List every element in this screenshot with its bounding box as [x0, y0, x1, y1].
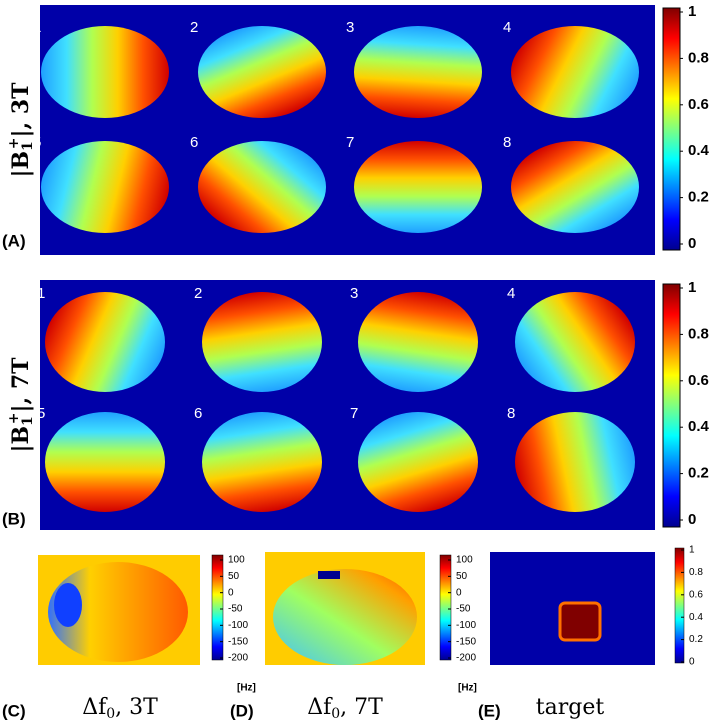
- field-map: [45, 412, 165, 512]
- colorbar-tick-label: 0: [689, 657, 695, 668]
- field-map-3t-spot: [54, 583, 82, 627]
- field-map-7t: [273, 569, 417, 665]
- colorbar-tick-label: 0.6: [688, 96, 709, 113]
- field-map: [198, 26, 326, 118]
- field-map: [198, 141, 326, 233]
- colorbar-tick-label: 0.4: [688, 142, 709, 159]
- colorbar-tick-label: 0.6: [689, 589, 703, 600]
- colorbar-tick-label: -100: [456, 620, 476, 631]
- field-map: [511, 26, 639, 118]
- colorbar-tick-label: 50: [456, 571, 468, 582]
- colorbar-tick-label: 0: [688, 235, 696, 252]
- map-number: 8: [503, 134, 511, 151]
- panel-letter: (C): [2, 701, 26, 720]
- field-map: [354, 26, 482, 118]
- panel-letter: (E): [478, 701, 501, 720]
- colorbar-tick-label: -150: [228, 636, 248, 647]
- map-number: 6: [190, 134, 198, 151]
- colorbar-e: [674, 547, 685, 664]
- map-number: 8: [507, 405, 515, 422]
- field-map: [515, 292, 635, 392]
- colorbar-tick-label: 0.4: [688, 418, 709, 435]
- target-square: [558, 601, 602, 642]
- caption: target: [536, 695, 605, 720]
- colorbar-tick-label: -50: [456, 604, 471, 615]
- field-map: [511, 141, 639, 233]
- colorbar-tick-label: 0: [228, 587, 234, 598]
- map-number: 5: [33, 134, 41, 151]
- colorbar-tick-label: 0.8: [688, 325, 709, 342]
- field-map: [515, 412, 635, 512]
- colorbar-b: [662, 283, 681, 528]
- field-map: [41, 26, 169, 118]
- field-map: [45, 292, 165, 392]
- field-map: [202, 292, 322, 392]
- field-map: [354, 141, 482, 233]
- colorbar-tick-label: 1: [689, 545, 695, 556]
- colorbar-tick-label: 1: [688, 3, 696, 20]
- colorbar-tick-label: 0.2: [688, 465, 709, 482]
- colorbar-d: [439, 554, 452, 661]
- field-map-7t-spot: [318, 571, 340, 579]
- colorbar-tick-label: -50: [228, 604, 243, 615]
- colorbar-tick-label: 0: [688, 511, 696, 528]
- colorbar-a: [662, 7, 681, 251]
- field-map: [202, 412, 322, 512]
- map-number: 2: [190, 19, 198, 36]
- map-number: 2: [194, 285, 202, 302]
- panel-letter: (D): [230, 701, 254, 720]
- colorbar-tick-label: 0.8: [688, 49, 709, 66]
- colorbar-tick-label: 1: [688, 279, 696, 296]
- colorbar-tick-label: -200: [228, 653, 248, 664]
- colorbar-tick-label: -150: [456, 636, 476, 647]
- map-number: 3: [346, 19, 354, 36]
- side-label-a: |B1+|, 3T: [6, 82, 36, 178]
- colorbar-tick-label: -200: [456, 653, 476, 664]
- colorbar-c: [211, 554, 224, 661]
- field-map-3t: [48, 562, 188, 662]
- unit-label: [Hz]: [237, 683, 256, 694]
- colorbar-tick-label: 100: [456, 555, 473, 566]
- panel-letter: (B): [2, 509, 26, 528]
- field-map: [41, 141, 169, 233]
- caption: Δf0, 7T: [307, 695, 383, 722]
- map-number: 4: [507, 285, 515, 302]
- map-number: 1: [37, 285, 45, 302]
- colorbar-tick-label: 0.8: [689, 567, 703, 578]
- map-number: 5: [37, 405, 45, 422]
- colorbar-tick-label: 0: [456, 587, 462, 598]
- field-map: [358, 292, 478, 392]
- map-number: 3: [350, 285, 358, 302]
- colorbar-tick-label: 0.4: [689, 612, 703, 623]
- map-number: 6: [194, 405, 202, 422]
- colorbar-tick-label: -100: [228, 620, 248, 631]
- map-number: 7: [346, 134, 354, 151]
- map-number: 4: [503, 19, 511, 36]
- colorbar-tick-label: 100: [228, 555, 245, 566]
- field-map: [358, 412, 478, 512]
- map-number: 7: [350, 405, 358, 422]
- caption: Δf0, 3T: [82, 695, 158, 722]
- colorbar-tick-label: 0.6: [688, 372, 709, 389]
- side-label-b: |B1+|, 7T: [6, 357, 36, 453]
- map-number: 1: [33, 19, 41, 36]
- colorbar-tick-label: 0.2: [688, 189, 709, 206]
- unit-label: [Hz]: [458, 683, 477, 694]
- panel-letter: (A): [2, 231, 26, 250]
- colorbar-tick-label: 0.2: [689, 634, 703, 645]
- colorbar-tick-label: 50: [228, 571, 240, 582]
